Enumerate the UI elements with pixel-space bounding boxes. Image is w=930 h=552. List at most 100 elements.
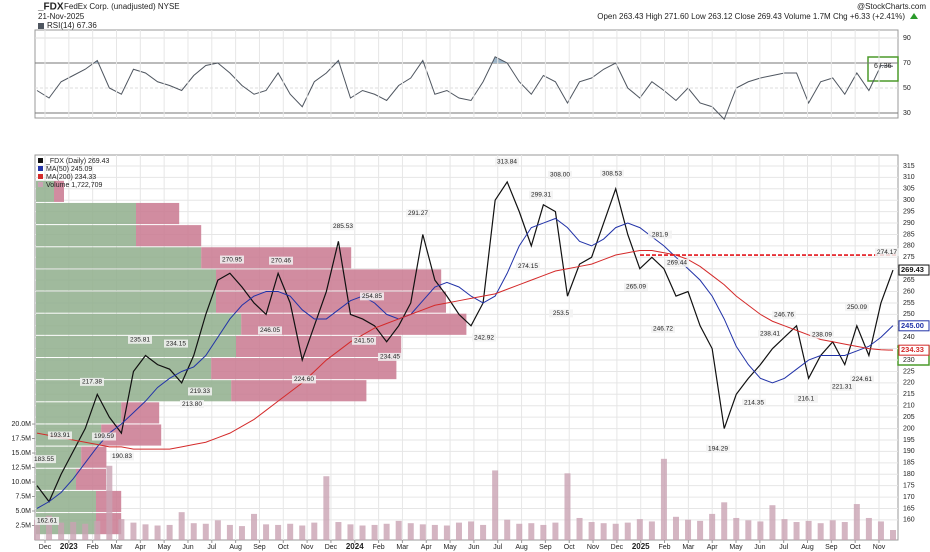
label-bg — [772, 310, 796, 319]
volume-bar — [142, 524, 149, 540]
vbp-down — [231, 380, 367, 402]
price-label: 308.53 — [602, 170, 622, 177]
volume-bar — [841, 522, 848, 540]
volume-bar — [516, 523, 523, 540]
price-label: 224.61 — [852, 376, 872, 383]
x-tick-label: Nov — [873, 544, 886, 551]
x-tick-label: Jun — [468, 544, 479, 551]
value-tag: 67.36 — [874, 63, 892, 70]
y-tick-label: 240 — [903, 334, 915, 341]
volume-bar — [745, 520, 752, 540]
x-tick-label: 2025 — [632, 542, 650, 551]
price-label: 274.15 — [518, 263, 538, 270]
label-bg — [600, 169, 624, 178]
volume-bar — [877, 521, 884, 540]
volume-bar — [781, 519, 788, 540]
label-bg — [128, 335, 152, 344]
y2-tick-label: 2.5M — [15, 522, 31, 529]
y2-tick-label: 12.5M — [12, 464, 32, 471]
y2-tick-label: 20.0M — [12, 421, 32, 428]
x-tick-label: Jul — [207, 544, 216, 551]
x-tick-label: May — [729, 544, 743, 551]
y-tick-label: 280 — [903, 243, 915, 250]
vbp-up — [36, 225, 136, 247]
label-bg — [352, 336, 376, 345]
label-bg — [875, 248, 899, 257]
price-label: 281.9 — [652, 231, 669, 238]
volume-bar — [130, 522, 137, 540]
label-bg — [188, 387, 212, 396]
y2-tick-label: 15.0M — [12, 450, 32, 457]
label-bg — [406, 209, 430, 218]
volume-bar — [34, 519, 40, 540]
y-tick-label: 230 — [903, 357, 915, 364]
price-label: 265.09 — [626, 284, 646, 291]
vbp-down — [236, 335, 402, 358]
price-label: 246.72 — [653, 326, 673, 333]
volume-bar — [82, 523, 89, 540]
legend-label: RSI(14) 67.36 — [47, 21, 97, 30]
vbp-up — [36, 490, 96, 513]
vbp-down — [81, 446, 107, 468]
volume-bar — [504, 519, 511, 540]
volume-bar — [540, 524, 547, 540]
volume-bar — [443, 525, 450, 540]
price-label: 183.55 — [34, 456, 54, 463]
price-line — [36, 180, 894, 503]
label-bg — [758, 329, 782, 338]
price-tag — [898, 264, 930, 276]
price-label: 199.59 — [94, 433, 114, 440]
volume-bar — [733, 517, 740, 540]
volume-bar — [166, 524, 173, 540]
price-label: 254.85 — [362, 293, 382, 300]
price-tag-label: 234.33 — [901, 345, 924, 354]
label-bg — [92, 432, 116, 441]
price-label: 234.15 — [166, 340, 186, 347]
x-tick-label: Dec — [611, 544, 624, 551]
price-label: 193.91 — [50, 432, 70, 439]
volume-bar — [190, 523, 197, 540]
label-bg — [164, 339, 188, 348]
volume-bar — [805, 520, 812, 540]
price-label: 242.92 — [474, 334, 494, 341]
legend-label: MA(50) 245.09 — [46, 166, 92, 173]
volume-bar — [757, 521, 764, 540]
label-bg — [331, 222, 355, 231]
y-tick-label: 210 — [903, 403, 915, 410]
label-bg — [220, 255, 244, 264]
volume-bar — [359, 525, 366, 540]
x-tick-label: Aug — [801, 544, 814, 551]
y-tick-label: 295 — [903, 208, 915, 215]
price-label: 246.76 — [774, 312, 794, 319]
up-arrow — [910, 13, 918, 19]
vbp-down — [136, 225, 202, 247]
price-label: 308.00 — [550, 172, 570, 179]
price-label: 250.09 — [847, 304, 867, 311]
moving-average — [36, 217, 894, 509]
y-tick-label: 315 — [903, 163, 915, 170]
y-tick-label: 250 — [903, 311, 915, 318]
x-tick-label: Mar — [110, 544, 123, 551]
volume-bar — [311, 522, 318, 540]
volume-bar — [853, 504, 860, 540]
volume-bar — [94, 520, 101, 540]
vbp-down — [54, 180, 64, 202]
y-tick-label: 275 — [903, 254, 915, 261]
volume-bar — [793, 522, 800, 540]
x-tick-label: Nov — [587, 544, 600, 551]
date: 21-Nov-2025 — [38, 12, 85, 21]
volume-bar — [347, 524, 354, 540]
x-tick-label: Apr — [421, 544, 433, 551]
volume-bar — [178, 512, 185, 540]
volume-bar — [552, 522, 559, 540]
label-bg — [624, 282, 648, 291]
volume-bar — [576, 517, 583, 540]
price-label: 238.09 — [812, 331, 832, 338]
volume-bar — [672, 516, 679, 540]
volume-bar — [106, 465, 113, 540]
vbp-down — [76, 468, 106, 490]
label-bg — [810, 330, 834, 339]
volume-bar — [685, 519, 692, 540]
price-label: 221.31 — [832, 384, 852, 391]
y-tick-label: 225 — [903, 368, 915, 375]
